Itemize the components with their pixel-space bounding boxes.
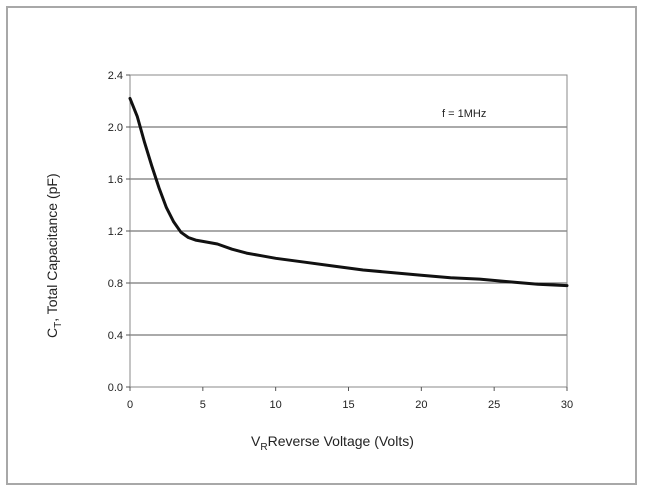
y-axis-label: CT, Total Capacitance (pF) <box>44 173 64 338</box>
x-axis-label-main: V <box>251 433 261 449</box>
x-axis-label-sub: R <box>260 442 267 453</box>
x-axis: 0 5 10 15 20 25 30 <box>127 387 573 411</box>
x-tick-label: 5 <box>200 399 206 411</box>
x-tick-label: 30 <box>561 399 573 411</box>
y-axis-label-sub: T <box>53 322 64 328</box>
x-tick-label: 15 <box>342 399 354 411</box>
gridlines <box>130 126 567 336</box>
frequency-annotation: f = 1MHz <box>442 108 486 120</box>
y-tick-label: 0.4 <box>108 330 123 342</box>
y-tick-label: 0.0 <box>108 382 123 394</box>
y-axis: 0.0 0.4 0.8 1.2 1.6 2.0 2.4 <box>108 70 130 394</box>
y-tick-label: 1.2 <box>108 226 123 238</box>
y-axis-label-main: C <box>44 328 60 338</box>
y-tick-label: 2.0 <box>108 122 123 134</box>
x-axis-label: VRReverse Voltage (Volts) <box>251 433 414 453</box>
capacitance-curve <box>128 96 569 288</box>
y-tick-label: 1.6 <box>108 174 123 186</box>
y-tick-label: 2.4 <box>108 70 123 82</box>
x-tick-label: 20 <box>415 399 427 411</box>
x-tick-label: 0 <box>127 399 133 411</box>
chart-frame <box>6 6 637 485</box>
x-axis-label-rest: Reverse Voltage (Volts) <box>268 433 414 449</box>
x-tick-label: 25 <box>488 399 500 411</box>
y-axis-label-rest: , Total Capacitance (pF) <box>44 173 60 321</box>
x-tick-label: 10 <box>270 399 282 411</box>
y-tick-label: 0.8 <box>108 278 123 290</box>
